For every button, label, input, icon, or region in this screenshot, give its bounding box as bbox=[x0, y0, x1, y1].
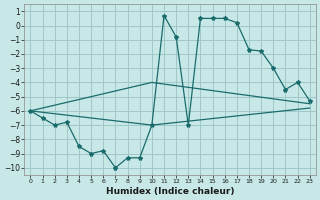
X-axis label: Humidex (Indice chaleur): Humidex (Indice chaleur) bbox=[106, 187, 234, 196]
